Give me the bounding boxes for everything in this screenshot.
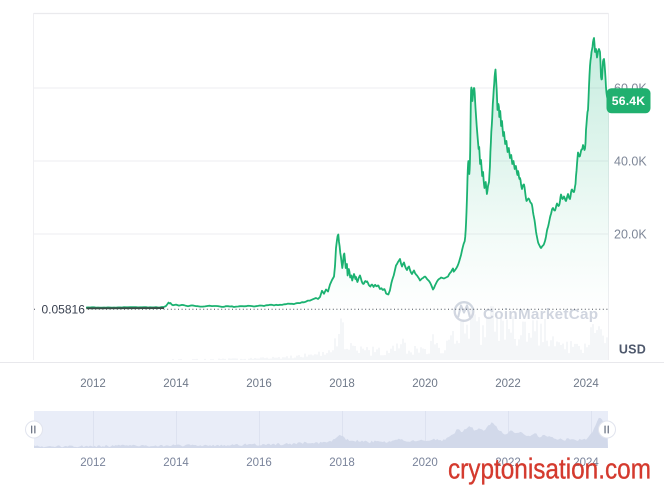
svg-text:cryptonisation.com: cryptonisation.com [448,454,651,486]
svg-text:2018: 2018 [329,457,355,469]
svg-text:40.0K: 40.0K [614,154,647,168]
svg-text:2014: 2014 [163,378,189,390]
svg-text:2020: 2020 [412,457,438,469]
svg-text:56.4K: 56.4K [612,94,646,108]
svg-text:2016: 2016 [246,378,272,390]
svg-text:2024: 2024 [573,378,599,390]
svg-text:2016: 2016 [246,457,272,469]
svg-text:2022: 2022 [495,457,521,469]
svg-text:2012: 2012 [80,457,106,469]
svg-text:0.05816: 0.05816 [42,302,86,316]
svg-text:2018: 2018 [329,378,355,390]
svg-text:20.0K: 20.0K [614,227,647,241]
svg-text:2014: 2014 [163,457,189,469]
svg-text:2012: 2012 [80,378,106,390]
svg-text:2020: 2020 [412,378,438,390]
svg-text:2022: 2022 [495,378,521,390]
svg-text:USD: USD [619,343,646,357]
svg-text:2024: 2024 [573,457,599,469]
